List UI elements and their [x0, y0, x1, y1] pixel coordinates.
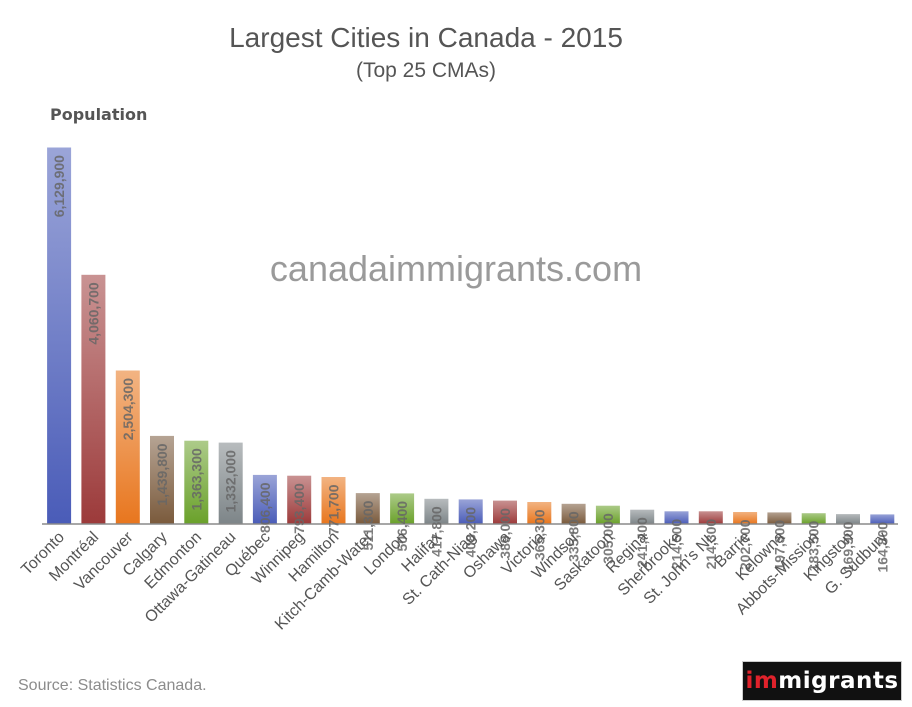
chart-subtitle: (Top 25 CMAs) — [355, 59, 497, 82]
value-label-victoria: 365,300 — [531, 509, 547, 560]
value-label-st-cath-niag: 408,200 — [463, 507, 479, 558]
bar-ottawa-gatineau — [217, 441, 244, 525]
bar-montr-al — [80, 273, 107, 525]
value-label-abbots-mission: 183,500 — [806, 520, 822, 571]
y-axis-label: Population — [50, 105, 148, 124]
tick-labels-group: TorontoMontréalVancouverCalgaryEdmontonO… — [18, 528, 891, 633]
value-label-ottawa-gatineau: 1,332,000 — [223, 450, 239, 512]
bar-calgary — [149, 434, 175, 525]
value-label-g-sudbury: 164,800 — [874, 522, 890, 573]
value-label-london: 506,400 — [394, 501, 410, 552]
bars-group — [46, 146, 896, 525]
value-label-edmonton: 1,363,300 — [188, 448, 204, 510]
bar-toronto — [46, 146, 73, 525]
value-label-oshawa: 389,000 — [497, 508, 513, 559]
value-label-kelowna: 197,300 — [771, 520, 787, 571]
bar-edmonton — [183, 439, 210, 525]
value-label-toronto: 6,129,900 — [51, 155, 67, 217]
bar-st-cath-niag — [457, 498, 484, 525]
value-label-barrie: 202,700 — [737, 519, 753, 570]
value-label-halifax: 417,800 — [428, 506, 444, 557]
value-labels-group: 6,129,900 4,060,700 2,504,300 1,439,800 1,36… — [51, 155, 890, 573]
value-label-qu-bec: 806,400 — [257, 482, 273, 533]
immigrants-logo[interactable]: im migrants — [742, 661, 902, 701]
value-label-vancouver: 2,504,300 — [120, 378, 136, 440]
bar-chart: 6,129,900 4,060,700 2,504,300 1,439,800 1,36… — [18, 146, 898, 633]
logo-rest: migrants — [778, 668, 899, 694]
value-label-saskatoon: 305,000 — [600, 513, 616, 564]
value-label-hamilton: 771,700 — [326, 484, 342, 535]
value-label-windsor: 335,800 — [566, 511, 582, 562]
value-label-sherbrooke: 214,500 — [669, 519, 685, 570]
value-label-kitch-camb-water: 511,300 — [360, 500, 376, 550]
value-label-st-john-s-nl: 214,300 — [703, 519, 719, 570]
value-label-regina: 241,400 — [634, 517, 650, 568]
logo-prefix: im — [745, 668, 779, 694]
value-label-montr-al: 4,060,700 — [85, 282, 101, 344]
watermark: canadaimmigrants.com — [269, 248, 643, 289]
chart-title: Largest Cities in Canada - 2015 — [229, 22, 623, 53]
bar-vancouver — [114, 369, 141, 525]
value-label-winnipeg: 793,400 — [291, 483, 307, 534]
value-label-calgary: 1,439,800 — [154, 443, 170, 505]
source-note: Source: Statistics Canada. — [18, 677, 207, 694]
value-label-kingston: 169,900 — [840, 521, 856, 572]
